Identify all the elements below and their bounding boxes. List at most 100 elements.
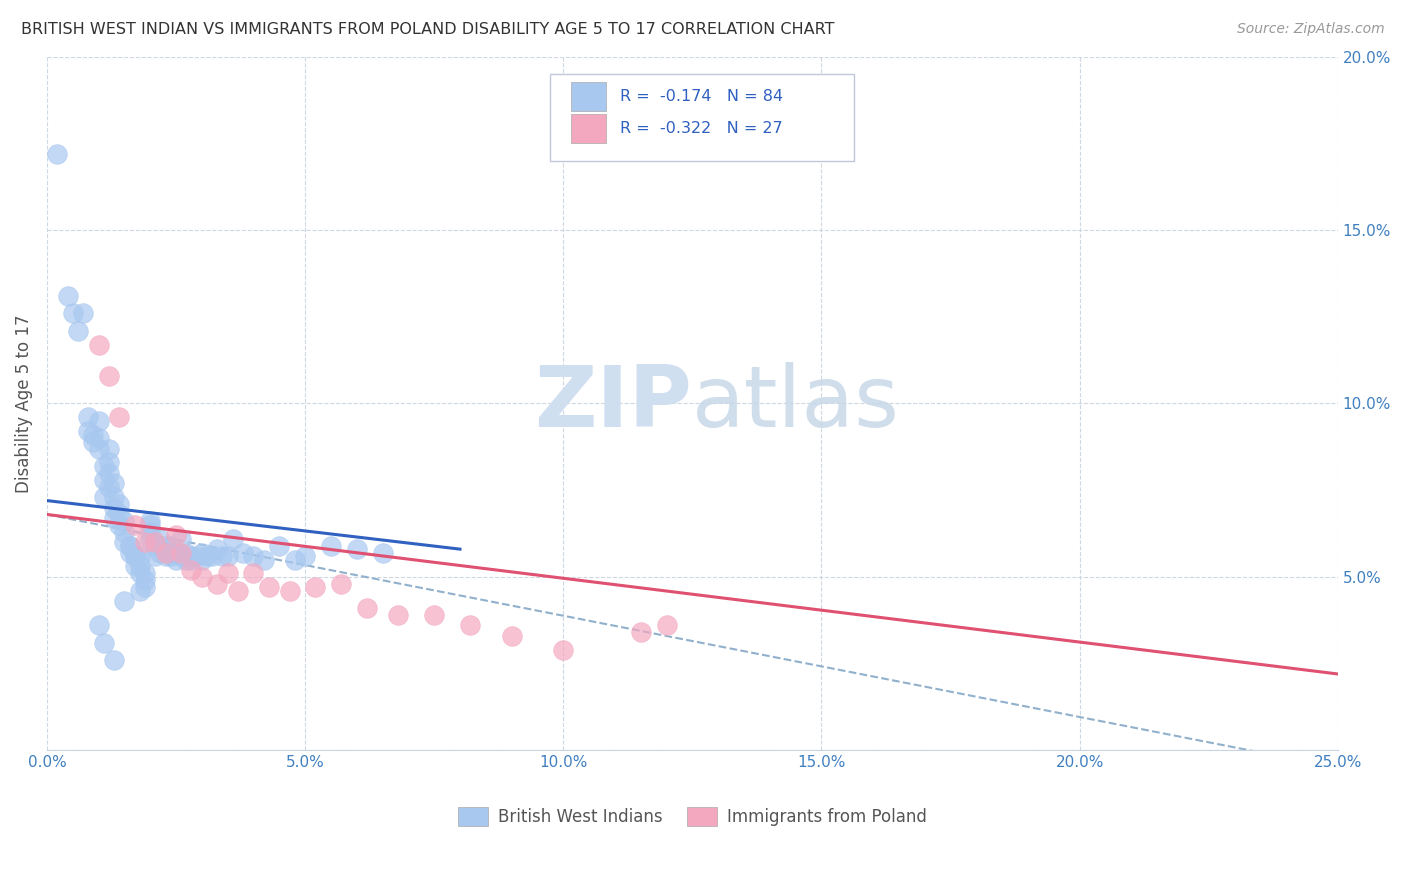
Point xyxy=(346,542,368,557)
Point xyxy=(387,607,409,622)
Point xyxy=(97,455,120,469)
Point xyxy=(139,532,162,546)
Point xyxy=(77,424,100,438)
Point xyxy=(66,324,89,338)
Point xyxy=(242,549,264,563)
Point xyxy=(56,289,79,303)
Point xyxy=(191,546,214,560)
Point xyxy=(155,539,177,553)
Point xyxy=(226,583,249,598)
Point xyxy=(139,524,162,539)
Point xyxy=(103,476,125,491)
Point xyxy=(242,566,264,581)
Point xyxy=(87,414,110,428)
Y-axis label: Disability Age 5 to 17: Disability Age 5 to 17 xyxy=(15,314,32,492)
FancyBboxPatch shape xyxy=(550,74,853,161)
Point xyxy=(103,490,125,504)
Text: ZIP: ZIP xyxy=(534,362,692,445)
Point xyxy=(93,473,115,487)
Point xyxy=(176,546,198,560)
Point xyxy=(269,539,291,553)
Text: atlas: atlas xyxy=(692,362,900,445)
Point xyxy=(118,546,141,560)
Point xyxy=(186,549,208,563)
Point xyxy=(82,427,104,442)
Point xyxy=(195,549,218,563)
Point xyxy=(180,549,202,563)
Point xyxy=(423,607,446,622)
Point xyxy=(257,580,280,594)
Point xyxy=(97,368,120,383)
Point xyxy=(112,535,135,549)
Point xyxy=(143,539,166,553)
Point xyxy=(77,410,100,425)
Point xyxy=(207,576,229,591)
Point xyxy=(159,539,181,553)
Point xyxy=(128,549,150,563)
Point xyxy=(170,549,193,563)
Point xyxy=(128,566,150,581)
Legend: British West Indians, Immigrants from Poland: British West Indians, Immigrants from Po… xyxy=(451,800,934,833)
Point xyxy=(97,466,120,480)
Point xyxy=(93,490,115,504)
Point xyxy=(284,552,307,566)
Point xyxy=(87,337,110,351)
Point xyxy=(553,642,575,657)
Point xyxy=(139,517,162,532)
Point xyxy=(207,542,229,557)
Point xyxy=(155,549,177,563)
Point xyxy=(128,559,150,574)
Point xyxy=(170,532,193,546)
Point xyxy=(46,146,69,161)
Point xyxy=(319,539,342,553)
Point xyxy=(232,546,254,560)
Point xyxy=(124,549,146,563)
Point xyxy=(93,636,115,650)
Text: Source: ZipAtlas.com: Source: ZipAtlas.com xyxy=(1237,22,1385,37)
Point xyxy=(134,580,156,594)
Point xyxy=(304,580,326,594)
Point xyxy=(87,618,110,632)
Point xyxy=(124,549,146,563)
Point xyxy=(458,618,481,632)
Point xyxy=(112,515,135,529)
Point xyxy=(93,458,115,473)
Text: BRITISH WEST INDIAN VS IMMIGRANTS FROM POLAND DISABILITY AGE 5 TO 17 CORRELATION: BRITISH WEST INDIAN VS IMMIGRANTS FROM P… xyxy=(21,22,835,37)
Point xyxy=(149,532,172,546)
Point xyxy=(501,629,523,643)
Point xyxy=(176,552,198,566)
Point xyxy=(180,563,202,577)
Point xyxy=(62,306,84,320)
Point xyxy=(155,546,177,560)
Point xyxy=(118,539,141,553)
Point xyxy=(201,549,224,563)
Point xyxy=(112,524,135,539)
Point xyxy=(159,549,181,563)
Text: R =  -0.174   N = 84: R = -0.174 N = 84 xyxy=(620,88,783,103)
Point xyxy=(112,594,135,608)
Point xyxy=(124,517,146,532)
Point xyxy=(356,601,378,615)
Point xyxy=(371,546,394,560)
Point xyxy=(134,535,156,549)
Point xyxy=(165,552,187,566)
Point xyxy=(108,517,131,532)
Point xyxy=(139,515,162,529)
Point xyxy=(108,497,131,511)
Point xyxy=(180,552,202,566)
Point xyxy=(165,528,187,542)
Point xyxy=(103,511,125,525)
Point xyxy=(655,618,678,632)
Point xyxy=(191,570,214,584)
Point xyxy=(165,546,187,560)
Point xyxy=(72,306,94,320)
FancyBboxPatch shape xyxy=(571,82,606,111)
Point xyxy=(118,539,141,553)
Point xyxy=(108,508,131,522)
Point xyxy=(217,566,239,581)
Point xyxy=(294,549,316,563)
Point xyxy=(149,546,172,560)
Point xyxy=(253,552,276,566)
Point xyxy=(87,431,110,445)
Point xyxy=(278,583,301,598)
